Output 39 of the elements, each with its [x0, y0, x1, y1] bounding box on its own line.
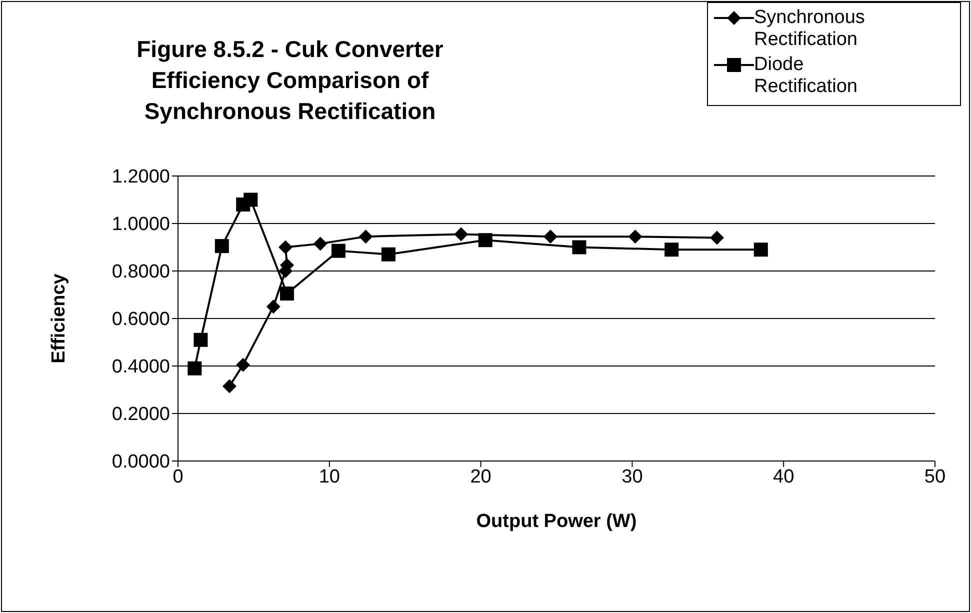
x-tick-label: 50: [924, 466, 946, 488]
y-tick-label: 1.2000: [112, 166, 170, 188]
y-axis-title: Efficiency: [48, 273, 70, 364]
x-tick-label: 30: [622, 466, 643, 488]
x-tick-label: 40: [773, 466, 794, 488]
point: [236, 358, 250, 372]
point: [222, 379, 236, 394]
y-tick-label: 0.8000: [112, 262, 170, 283]
y-tick-label: 0.4000: [112, 356, 170, 378]
point: [478, 233, 492, 248]
legend-label: Diode Rectification: [754, 54, 858, 98]
y-tick-label: 1.0000: [112, 214, 170, 236]
point: [313, 236, 328, 251]
y-tick-label: 0.2000: [112, 404, 170, 426]
x-tick-label: 10: [318, 466, 340, 488]
x-tick-label: 20: [470, 466, 492, 488]
point: [381, 247, 396, 262]
chart-title: Figure 8.5.2 - Cuk Converter Efficiency Comparison of Synchronous Rectification: [136, 35, 444, 126]
point: [331, 244, 346, 258]
y-tick-label: 0.6000: [112, 309, 170, 330]
point: [572, 240, 586, 254]
point: [754, 242, 768, 257]
point: [188, 361, 202, 376]
point: [280, 286, 294, 301]
point: [214, 239, 229, 254]
y-tick-label: 0.0000: [112, 452, 170, 473]
legend-label: Synchronous Rectification: [754, 7, 866, 51]
point: [244, 192, 258, 207]
point: [358, 230, 373, 244]
x-tick-label: 0: [172, 466, 184, 488]
x-axis-title: Output Power (W): [476, 511, 637, 532]
point: [194, 332, 208, 347]
point: [543, 230, 558, 244]
point: [266, 300, 280, 314]
point: [628, 230, 642, 244]
point: [710, 230, 724, 245]
point: [454, 227, 468, 242]
point: [278, 240, 292, 254]
point: [664, 242, 679, 257]
